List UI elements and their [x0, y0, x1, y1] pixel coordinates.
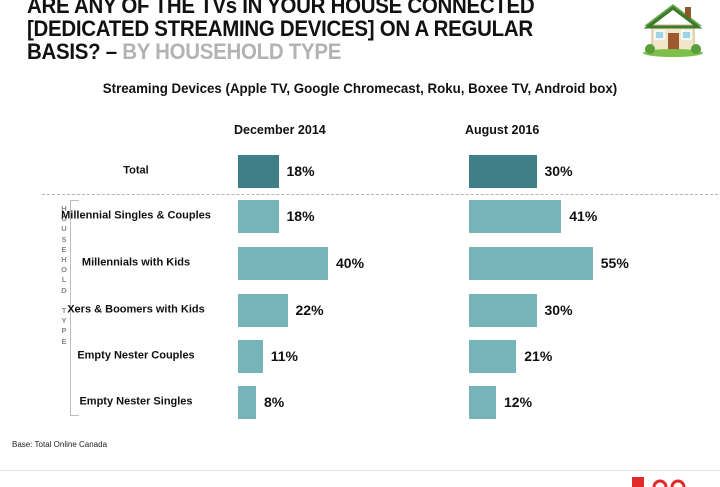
- total-divider: [42, 194, 718, 195]
- data-label-august-2016-empty-nester-singles: 12%: [504, 394, 533, 410]
- household-type-letter: E: [61, 336, 67, 346]
- household-type-letter: P: [61, 326, 67, 336]
- bar-december-2014-empty-nester-couples: [238, 339, 263, 373]
- household-type-letter: U: [61, 224, 67, 234]
- data-label-august-2016-millennials-with-kids: 55%: [600, 255, 629, 271]
- bar-december-2014-millennial-singles-and-couples: [238, 199, 279, 233]
- chart-title-main: ARE ANY OF THE TVs IN YOUR HOUSE CONNECT…: [27, 0, 535, 64]
- category-label-xers-and-boomers-with-kids: Xers & Boomers with Kids: [67, 303, 205, 316]
- household-type-letter: S: [61, 234, 67, 244]
- data-label-december-2014-empty-nester-singles: 8%: [264, 394, 285, 410]
- data-label-august-2016-millennial-singles-and-couples: 41%: [569, 208, 598, 224]
- household-type-letter: E: [61, 244, 67, 254]
- chart-subtitle: Streaming Devices (Apple TV, Google Chro…: [102, 80, 618, 96]
- data-label-december-2014-xers-and-boomers-with-kids: 22%: [295, 302, 324, 318]
- series-heading-december-2014: December 2014: [234, 123, 326, 137]
- category-label-millennial-singles-and-couples: Millennial Singles & Couples: [61, 209, 211, 222]
- bar-december-2014-millennials-with-kids: [238, 246, 328, 280]
- household-type-letter: H: [61, 204, 67, 213]
- bar-august-2016-empty-nester-couples: [469, 339, 517, 373]
- household-bracket: [70, 200, 79, 416]
- bar-august-2016-total: [469, 154, 537, 188]
- household-type-letter: H: [61, 255, 67, 265]
- bar-august-2016-millennial-singles-and-couples: [469, 199, 562, 233]
- household-type-letter: L: [61, 275, 67, 285]
- household-type-letter: T: [61, 306, 67, 316]
- household-type-letter: Y: [61, 316, 67, 326]
- bar-december-2014-xers-and-boomers-with-kids: [238, 293, 288, 327]
- bar-august-2016-millennials-with-kids: [469, 246, 593, 280]
- data-label-december-2014-millennial-singles-and-couples: 18%: [286, 208, 315, 224]
- bar-august-2016-empty-nester-singles: [469, 385, 496, 419]
- household-type-letter: D: [61, 285, 67, 295]
- series-heading-august-2016: August 2016: [465, 123, 540, 137]
- chart-title-suffix: BY HOUSEHOLD TYPE: [122, 39, 342, 64]
- bar-august-2016-xers-and-boomers-with-kids: [469, 293, 537, 327]
- brand-logo: [632, 477, 686, 487]
- category-label-empty-nester-couples: Empty Nester Couples: [77, 349, 195, 362]
- data-label-december-2014-total: 18%: [286, 163, 315, 179]
- data-label-august-2016-xers-and-boomers-with-kids: 30%: [544, 302, 573, 318]
- footer-divider: [0, 470, 720, 471]
- household-type-letter: O: [61, 214, 67, 224]
- household-type-letter: O: [61, 265, 67, 275]
- category-label-millennials-with-kids: Millennials with Kids: [81, 256, 191, 269]
- data-label-december-2014-millennials-with-kids: 40%: [336, 255, 365, 271]
- data-label-august-2016-empty-nester-couples: 21%: [524, 348, 553, 364]
- bar-december-2014-empty-nester-singles: [238, 385, 256, 419]
- category-label-empty-nester-singles: Empty Nester Singles: [79, 395, 193, 408]
- bar-december-2014-total: [238, 154, 279, 188]
- data-label-august-2016-total: 30%: [544, 163, 573, 179]
- chart-title: ARE ANY OF THE TVs IN YOUR HOUSE CONNECT…: [27, 0, 585, 63]
- category-label-total: Total: [123, 164, 149, 177]
- base-note: Base: Total Online Canada: [12, 440, 108, 449]
- data-label-december-2014-empty-nester-couples: 11%: [270, 348, 298, 364]
- house-icon: [643, 4, 703, 57]
